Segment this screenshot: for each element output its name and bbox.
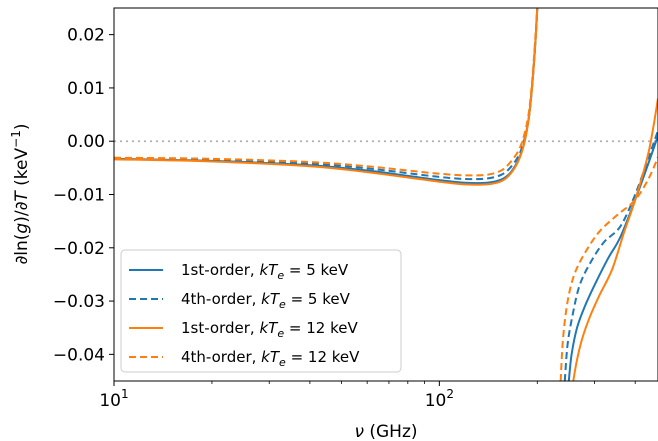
legend-label: 4th-order, kTe = 12 keV <box>181 348 360 369</box>
legend: 1st-order, kTe = 5 keV 4th-order, kTe = 5… <box>120 249 402 373</box>
y-tick-label: 0.01 <box>67 79 105 99</box>
legend-items: 1st-order, kTe = 5 keV 4th-order, kTe = 5… <box>129 261 360 369</box>
legend-label: 1st-order, kTe = 5 keV <box>181 261 349 282</box>
y-tick-label: −0.02 <box>53 239 105 259</box>
y-tick-label: 0.02 <box>67 26 105 46</box>
legend-label: 4th-order, kTe = 5 keV <box>181 290 351 311</box>
y-tick-label: −0.01 <box>53 186 105 206</box>
series-line-4-branch1 <box>114 8 539 177</box>
x-tick-label: 101 <box>99 387 128 411</box>
series-layer <box>114 8 658 381</box>
ticks-layer: −0.04 −0.03 −0.02 −0.01 0.00 0.01 0.02 101 102 <box>53 26 636 411</box>
y-axis-label: ∂ln(g)/∂T (keV−1) <box>9 124 32 265</box>
series-line-3-branch2 <box>572 98 658 381</box>
y-tick-label: −0.04 <box>53 345 105 365</box>
y-tick-label: 0.00 <box>67 132 105 152</box>
series-line-1-branch2 <box>567 135 658 381</box>
x-axis-label: ν (GHz) <box>354 422 417 441</box>
x-tick-label: 102 <box>425 387 454 411</box>
series-line-4-branch2 <box>559 156 658 381</box>
legend-label: 1st-order, kTe = 12 keV <box>181 319 358 340</box>
legend-box <box>120 249 402 373</box>
y-tick-label: −0.03 <box>53 292 105 312</box>
